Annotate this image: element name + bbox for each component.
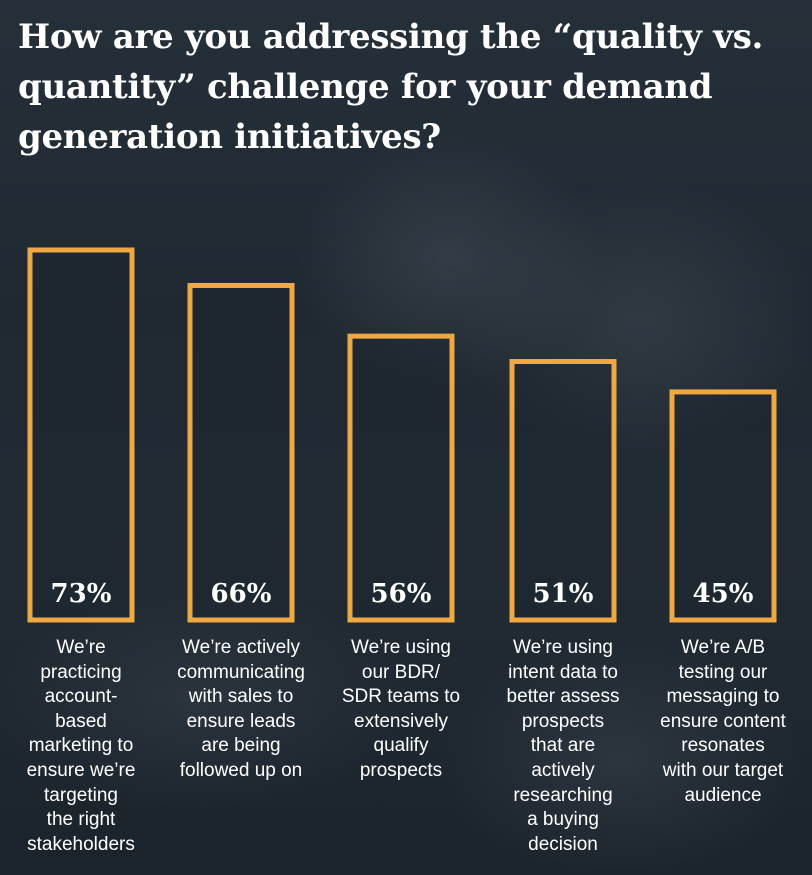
bar-5 — [669, 389, 777, 623]
category-label-line: our BDR/ — [361, 661, 441, 683]
bar-1 — [27, 247, 135, 623]
category-label-line: We’re — [56, 637, 106, 658]
category-label-1: We’re practicing account-based marketing to… — [6, 636, 156, 857]
category-label-3: We’re using our BDR/SDR teams to extensive… — [326, 636, 476, 784]
category-label-line: ensure we’re — [26, 759, 136, 781]
category-label-line: based — [55, 710, 107, 732]
category-label-line: that are — [530, 735, 596, 757]
bar-4 — [509, 359, 617, 623]
category-label-line: with sales to — [188, 686, 294, 708]
bar-3 — [347, 333, 455, 623]
category-label-line: with our target — [662, 759, 784, 781]
category-label-line: ensure content — [660, 710, 786, 732]
data-label-2: 66% — [211, 579, 272, 609]
category-label-4: We’re using intent data to better assess pr… — [488, 636, 638, 857]
bar-2 — [187, 282, 295, 623]
category-label-line: prospects — [359, 759, 443, 781]
data-label-5: 45% — [693, 579, 754, 609]
category-label-line: communicating — [177, 661, 305, 683]
category-label-line: a buying — [527, 809, 599, 831]
category-label-line: are being — [201, 735, 281, 757]
category-label-line: resonates — [681, 735, 765, 757]
category-label-line: messaging to — [666, 686, 780, 708]
category-label-line: followed up on — [179, 759, 303, 781]
category-label-line: We’re actively — [182, 637, 300, 658]
category-label-line: qualify — [373, 735, 429, 757]
category-label-line: We’re using — [351, 637, 451, 658]
chart-title: How are you addressing the “quality vs. … — [18, 17, 764, 157]
data-label-1: 73% — [51, 579, 112, 609]
category-label-2: We’re actively communicating with sales to… — [166, 636, 316, 784]
category-label-line: researching — [513, 784, 613, 806]
category-label-line: the right — [46, 809, 116, 831]
category-label-line: We’re A/B — [680, 637, 766, 658]
category-label-line: targeting — [44, 784, 118, 806]
category-label-line: extensively — [354, 710, 448, 732]
category-label-line: actively — [531, 759, 595, 781]
category-label-line: intent data to — [508, 661, 618, 683]
category-label-line: We’re using — [513, 637, 613, 658]
category-label-line: prospects — [521, 710, 605, 732]
category-label-line: ensure leads — [186, 710, 296, 732]
category-label-line: marketing to — [28, 735, 134, 757]
category-label-5: We’re A/B testing our messaging to ensure c… — [648, 636, 798, 808]
category-label-line: audience — [684, 784, 762, 806]
category-label-line: stakeholders — [27, 833, 135, 855]
category-label-line: decision — [528, 833, 598, 855]
data-label-4: 51% — [533, 579, 594, 609]
category-label-line: testing our — [678, 661, 768, 683]
data-label-3: 56% — [371, 579, 432, 609]
category-label-line: practicing — [40, 661, 122, 683]
category-label-line: better assess — [506, 686, 620, 708]
category-label-line: account- — [44, 686, 118, 708]
category-label-line: SDR teams to — [341, 686, 461, 708]
